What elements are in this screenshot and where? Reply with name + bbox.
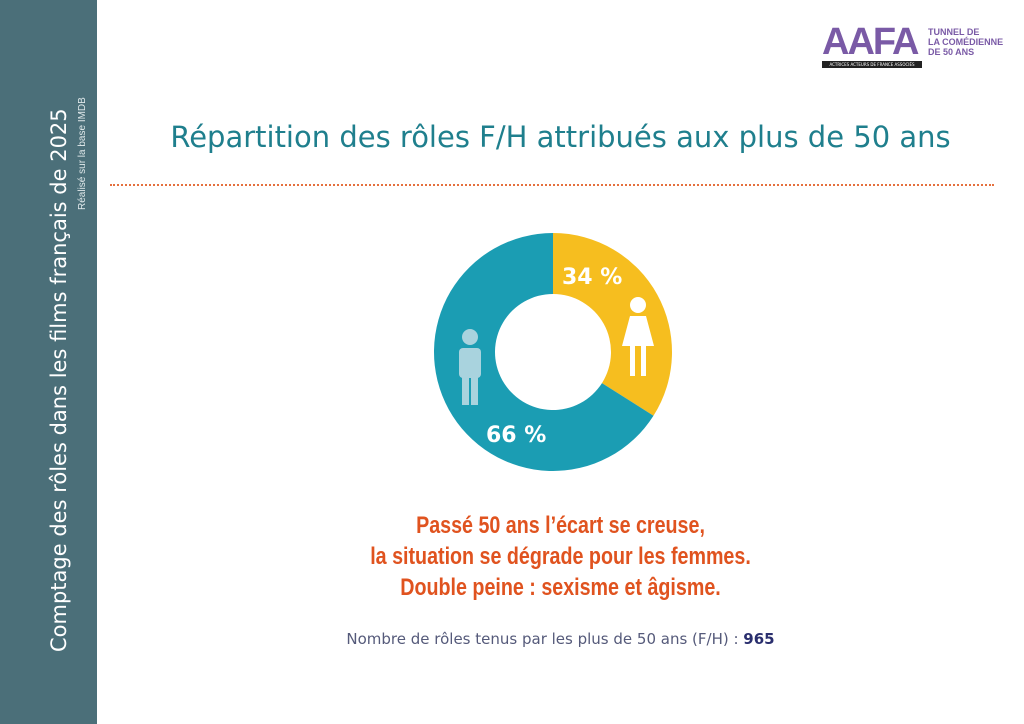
headline: Passé 50 ans l’écart se creuse, la situa… bbox=[180, 510, 940, 603]
logo-line: DE 50 ANS bbox=[928, 47, 975, 57]
data-label-h: 66 % bbox=[486, 423, 546, 448]
aafa-logo: AAFA ACTRICES ACTEURS DE FRANCE ASSOCIÉS… bbox=[822, 22, 1017, 70]
sidebar: Comptage des rôles dans les films frança… bbox=[0, 0, 97, 724]
headline-line: Passé 50 ans l’écart se creuse, bbox=[416, 512, 705, 539]
logo-tunnel: TUNNEL DE LA COMÉDIENNE DE 50 ANS bbox=[928, 27, 1003, 57]
footer-note: Nombre de rôles tenus par les plus de 50… bbox=[97, 630, 1024, 648]
male-icon bbox=[459, 329, 481, 405]
sidebar-subtitle: Réalisé sur la base IMDB bbox=[77, 97, 88, 210]
sidebar-title: Comptage des rôles dans les films frança… bbox=[47, 108, 71, 652]
donut-chart: 34 % 66 % bbox=[434, 233, 672, 471]
female-icon bbox=[622, 297, 654, 376]
logo-line: LA COMÉDIENNE bbox=[928, 37, 1004, 47]
donut-slice-F bbox=[553, 233, 672, 416]
logo-letters: AAFA bbox=[822, 21, 919, 63]
dotted-divider bbox=[110, 184, 994, 186]
chart-title: Répartition des rôles F/H attribués aux … bbox=[170, 120, 951, 154]
headline-line: la situation se dégrade pour les femmes. bbox=[370, 543, 751, 570]
footer-text: Nombre de rôles tenus par les plus de 50… bbox=[346, 630, 744, 648]
data-label-f: 34 % bbox=[562, 265, 622, 290]
headline-line: Double peine : sexisme et âgisme. bbox=[400, 574, 721, 601]
role-count: 965 bbox=[743, 630, 775, 648]
logo-band: ACTRICES ACTEURS DE FRANCE ASSOCIÉS bbox=[822, 61, 922, 68]
donut-slice-H bbox=[434, 233, 654, 471]
logo-line: TUNNEL DE bbox=[928, 27, 980, 37]
